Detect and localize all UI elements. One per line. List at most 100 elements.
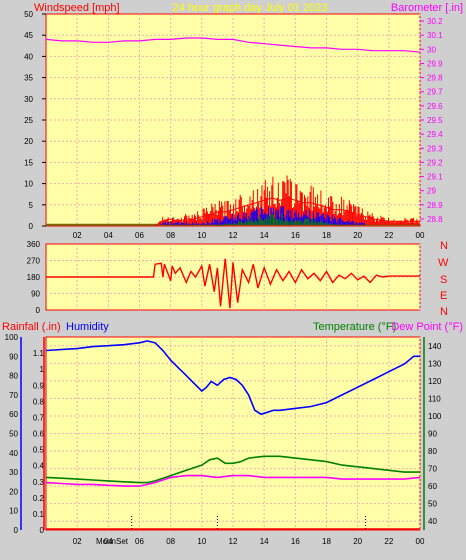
rain-ytick-label: 0.3 [33,478,45,487]
barometer-ytick-label: 30 [427,45,436,54]
wind-trend-line [154,197,420,227]
wind-xtick-label: 18 [322,231,331,240]
rain-ytick-label: 0.8 [33,397,45,406]
wind-avg-series [216,213,342,226]
humidity-ytick-label: 100 [5,333,19,342]
moonset-label: MoonSet [96,537,129,546]
humidity-ytick-label: 80 [9,372,18,381]
temperature-ytick-label: 120 [428,377,442,386]
barometer-axis-title: Barometer [.in] [391,2,463,14]
temperature-ytick-label: 100 [428,412,442,421]
graph-title: 24 hour graph day July 01 2023 [173,2,328,14]
barometer-ytick-label: 28.8 [427,215,443,224]
wind-xtick-label: 14 [260,231,269,240]
rain-ytick-label: 1.1 [33,349,45,358]
barometer-series [45,37,421,53]
barometer-ytick-label: 29.9 [427,59,443,68]
dewpoint-axis-title: Dew Point (°F) [391,321,463,333]
axes: 0510152025303540455028.828.92929.129.229… [5,10,443,546]
wind-xtick-label: 04 [104,231,113,240]
lower-xtick-label: 12 [229,537,238,546]
temperature-ytick-label: 40 [428,517,437,526]
wind-ytick-label: 40 [24,52,33,61]
lower-xtick-label: 02 [73,537,82,546]
wind-ytick-label: 30 [24,95,33,104]
wind-ytick-label: 10 [24,180,33,189]
humidity-ytick-label: 90 [9,352,18,361]
humidity-ytick-label: 50 [9,430,18,439]
barometer-ytick-label: 29.2 [427,158,443,167]
lower-xtick-label: 06 [135,537,144,546]
wind-xtick-label: 02 [73,231,82,240]
direction-ytick-label: 180 [27,273,41,282]
rainfall-axis-title: Rainfall (.in) [2,321,61,333]
barometer-ytick-label: 29.1 [427,173,443,182]
barometer-ytick-label: 28.9 [427,201,443,210]
rain-ytick-label: 0.6 [33,430,45,439]
rain-ytick-label: 0.7 [33,413,45,422]
temperature-ytick-label: 90 [428,430,437,439]
temperature-series [45,455,420,484]
direction-series [46,258,420,309]
humidity-ytick-label: 70 [9,391,18,400]
compass-e: E [440,290,447,302]
windspeed-axis-title: Windspeed [mph] [34,2,120,14]
humidity-ytick-label: 10 [9,507,18,516]
wind-xtick-label: 08 [166,231,175,240]
compass-s: S [440,274,447,286]
temperature-axis-title: Temperature (°F) [313,321,396,333]
humidity-ytick-label: 30 [9,468,18,477]
lower-xtick-label: 18 [322,537,331,546]
wind-ytick-label: 50 [24,10,33,19]
barometer-ytick-label: 29.5 [427,116,443,125]
barometer-ytick-label: 30.1 [427,31,443,40]
wind-ytick-label: 20 [24,137,33,146]
rain-ytick-label: 1 [40,365,45,374]
barometer-ytick-label: 29.6 [427,102,443,111]
direction-ytick-label: 360 [27,240,41,249]
compass-w: W [438,257,449,269]
temperature-ytick-label: 70 [428,465,437,474]
compass-n-bottom: N [440,306,448,318]
wind-xtick-label: 16 [291,231,300,240]
compass-n-top: N [440,240,448,252]
wind-xtick-label: 12 [229,231,238,240]
lower-xtick-label: 20 [353,537,362,546]
humidity-ytick-label: 20 [9,487,18,496]
humidity-axis-title: Humidity [66,321,109,333]
rain-ytick-label: 0.5 [33,446,45,455]
barometer-ytick-label: 29.3 [427,144,443,153]
barometer-ytick-label: 30.2 [427,17,443,26]
temperature-ytick-label: 130 [428,359,442,368]
rain-ytick-label: 0 [40,526,45,535]
lower-xtick-label: 10 [197,537,206,546]
lower-xtick-label: 22 [384,537,393,546]
rain-ytick-label: 0.4 [33,462,45,471]
lower-xtick-label: 04 [104,537,113,546]
compass-labels: N W S E N [438,240,449,318]
wind-xtick-label: 10 [197,231,206,240]
temperature-ytick-label: 60 [428,482,437,491]
temperature-ytick-label: 50 [428,500,437,509]
lower-xtick-label: 08 [166,537,175,546]
barometer-ytick-label: 29 [427,187,436,196]
temperature-ytick-label: 140 [428,342,442,351]
wind-xtick-label: 22 [384,231,393,240]
humidity-series [45,340,420,416]
wind-ytick-label: 0 [29,222,34,231]
wind-xtick-label: 20 [353,231,362,240]
wind-ytick-label: 15 [24,158,33,167]
humidity-ytick-label: 40 [9,449,18,458]
direction-ytick-label: 0 [36,306,41,315]
rain-ytick-label: 0.9 [33,381,45,390]
barometer-ytick-label: 29.7 [427,88,443,97]
humidity-ytick-label: 60 [9,410,18,419]
temperature-ytick-label: 80 [428,447,437,456]
lower-xtick-label: 14 [260,537,269,546]
barometer-ytick-label: 29.4 [427,130,443,139]
wind-xtick-label: 06 [135,231,144,240]
temperature-ytick-label: 110 [428,394,441,403]
direction-ytick-label: 270 [27,257,41,266]
